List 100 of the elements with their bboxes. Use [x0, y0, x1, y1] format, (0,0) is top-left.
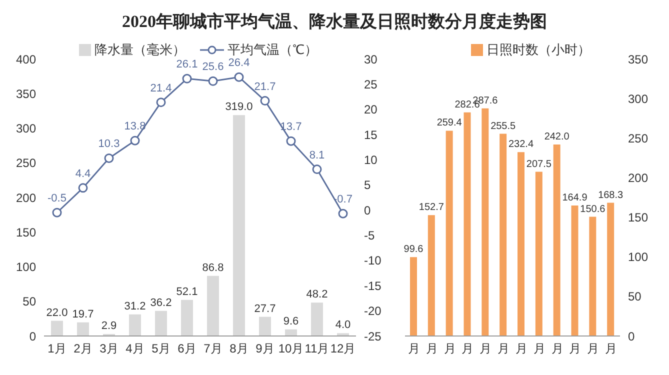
- x-tick-label: 7月: [204, 342, 222, 356]
- legend-label: 平均气温（℃）: [226, 41, 318, 58]
- x-tick-label: 月: [408, 342, 420, 356]
- y2-tick-label: 15: [364, 128, 378, 142]
- y-tick-label: 150: [16, 225, 36, 240]
- data-label: 48.2: [306, 288, 328, 301]
- y-tick-label: 50: [22, 294, 36, 309]
- x-tick-label: 月: [587, 342, 600, 356]
- x-tick-label: 8月: [230, 342, 248, 356]
- data-label: 152.7: [418, 202, 444, 214]
- x-tick-label: 月: [569, 342, 582, 356]
- bar: [285, 329, 297, 336]
- data-label: 4.4: [75, 168, 91, 180]
- y-tick-label: 200: [628, 170, 648, 185]
- bar: [464, 112, 471, 336]
- data-label: -0.5: [48, 192, 66, 205]
- point: [234, 72, 244, 82]
- y-tick-label: 350: [628, 52, 648, 66]
- y-tick-label: 0: [29, 329, 36, 344]
- y-tick-label: 300: [16, 122, 36, 136]
- y-tick-label: 200: [16, 190, 36, 205]
- x-tick-label: 月: [533, 342, 546, 356]
- x-tick-label: 月: [515, 342, 528, 356]
- y-tick-label: 0: [628, 329, 635, 344]
- y-tick-label: 50: [628, 290, 642, 304]
- data-label: 150.6: [580, 204, 606, 215]
- x-tick-label: 月: [551, 342, 564, 356]
- bar: [129, 314, 141, 336]
- bar: [410, 257, 417, 336]
- data-label: 2.9: [101, 320, 117, 332]
- bar: [233, 115, 245, 336]
- x-tick-label: 1月: [48, 342, 66, 356]
- y2-tick-label: -5: [364, 228, 375, 243]
- point: [208, 76, 218, 86]
- bar: [311, 302, 323, 336]
- y2-tick-label: 20: [364, 102, 378, 117]
- y2-tick-label: 0: [364, 203, 371, 218]
- point: [338, 208, 348, 218]
- x-tick-label: 月: [462, 342, 474, 356]
- x-tick-label: 5月: [152, 342, 170, 356]
- bar: [259, 316, 271, 336]
- bar: [607, 202, 614, 336]
- y-tick-label: 250: [628, 131, 648, 146]
- data-label: 25.6: [202, 61, 224, 74]
- point: [286, 136, 296, 146]
- point: [104, 153, 114, 163]
- data-label: 31.2: [124, 300, 146, 312]
- x-tick-label: 月: [605, 342, 618, 356]
- y-tick-label: 350: [16, 86, 36, 101]
- bar: [207, 276, 219, 336]
- y-tick-label: 100: [16, 260, 36, 274]
- data-label: 255.5: [490, 120, 516, 132]
- x-tick-label: 2月: [74, 342, 92, 356]
- point: [52, 208, 62, 218]
- bar: [589, 216, 596, 336]
- bar: [500, 134, 507, 336]
- bar: [518, 152, 524, 336]
- data-label: 27.7: [254, 302, 276, 315]
- data-label: 242.0: [544, 131, 570, 142]
- y-tick-label: 400: [16, 52, 36, 66]
- y-tick-label: 300: [628, 92, 648, 106]
- data-label: 168.3: [598, 190, 624, 201]
- data-label: 4.0: [335, 319, 351, 332]
- data-label: 22.0: [46, 306, 68, 319]
- y2-tick-label: -20: [364, 304, 382, 318]
- data-label: 26.4: [228, 57, 250, 70]
- y2-tick-label: 10: [364, 152, 378, 167]
- point: [78, 183, 88, 193]
- y2-tick-label: -15: [364, 278, 382, 293]
- bar: [155, 310, 167, 336]
- x-tick-label: 10月: [278, 342, 304, 356]
- x-tick-label: 4月: [126, 342, 144, 356]
- chart-title: 2020年聊城市平均气温、降水量及日照时数分月度走势图: [121, 11, 548, 33]
- point: [182, 74, 192, 84]
- bar: [337, 333, 349, 336]
- data-label: 36.2: [150, 296, 172, 309]
- x-tick-label: 12月: [330, 342, 356, 356]
- y2-tick-label: -25: [364, 329, 382, 344]
- data-label: 207.5: [526, 158, 552, 170]
- data-label: 99.6: [404, 244, 424, 256]
- x-tick-label: 3月: [100, 342, 118, 356]
- data-label: 21.7: [254, 80, 276, 93]
- data-label: 21.4: [150, 82, 172, 94]
- y-tick-label: 100: [628, 250, 648, 264]
- x-tick-label: 月: [498, 342, 510, 356]
- x-tick-label: 9月: [256, 342, 274, 356]
- data-label: 86.8: [202, 262, 224, 274]
- legend-label: 降水量（毫米）: [94, 41, 186, 59]
- data-label: 164.9: [562, 192, 588, 204]
- point: [130, 136, 140, 146]
- data-label: 232.4: [508, 139, 534, 150]
- legend-label: 日照时数（小时）: [486, 41, 590, 59]
- data-label: 8.1: [309, 149, 325, 162]
- point: [312, 164, 322, 174]
- bar: [181, 300, 193, 336]
- y2-tick-label: 25: [364, 77, 378, 92]
- y2-tick-label: 5: [364, 178, 371, 192]
- bar: [428, 215, 435, 336]
- data-label: 10.3: [98, 138, 120, 150]
- data-label: 319.0: [225, 101, 253, 114]
